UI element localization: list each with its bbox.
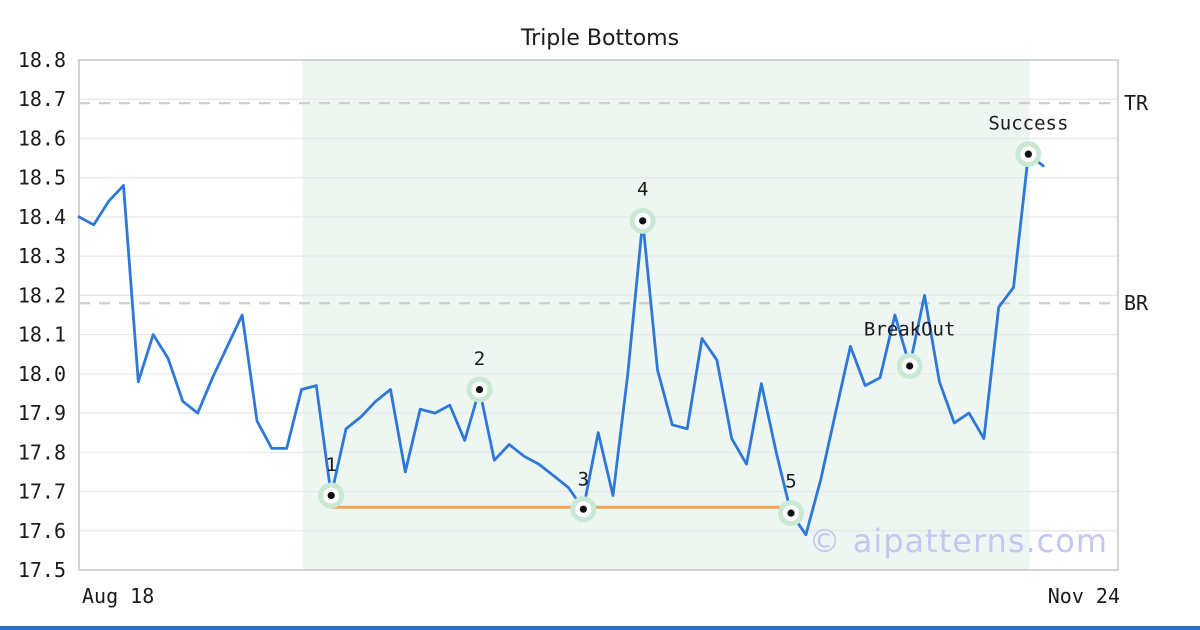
- pattern-zone: [302, 60, 1030, 570]
- level-label-br: BR: [1124, 291, 1149, 315]
- annotation-breakout: BreakOut: [864, 319, 956, 341]
- annotation-3: 3: [578, 469, 589, 491]
- annotation-2: 2: [474, 348, 485, 370]
- y-tick-label: 17.7: [18, 480, 66, 504]
- y-tick-label: 18.2: [18, 283, 66, 307]
- bottom-accent-bar: [0, 626, 1200, 630]
- y-tick-label: 18.1: [18, 323, 66, 347]
- y-tick-label: 17.8: [18, 440, 66, 464]
- y-tick-label: 18.7: [18, 87, 66, 111]
- marker-dot: [1024, 150, 1032, 158]
- annotation-1: 1: [325, 454, 336, 476]
- marker-dot: [327, 491, 335, 500]
- marker-dot: [787, 509, 795, 517]
- marker-dot: [475, 385, 484, 394]
- y-tick-label: 18.8: [18, 48, 66, 72]
- marker-dot: [639, 217, 647, 225]
- annotation-5: 5: [785, 471, 796, 493]
- y-tick-label: 18.6: [18, 126, 66, 150]
- plot-border: [78, 59, 1119, 571]
- y-tick-label: 17.9: [18, 401, 66, 425]
- y-tick-label: 18.0: [18, 362, 66, 386]
- annotation-success: Success: [988, 113, 1068, 135]
- marker-dot: [906, 362, 914, 370]
- chart-title: Triple Bottoms: [520, 26, 680, 51]
- y-tick-label: 18.3: [18, 244, 66, 268]
- level-label-tr: TR: [1124, 91, 1149, 115]
- marker-dot: [579, 505, 587, 513]
- y-tick-label: 18.5: [18, 166, 66, 190]
- price-line: [77, 152, 1045, 537]
- x-tick-label-end: Nov 24: [1048, 584, 1120, 608]
- watermark: © aipatterns.com: [808, 522, 1108, 560]
- y-tick-label: 17.6: [18, 519, 66, 543]
- x-tick-label-start: Aug 18: [82, 584, 154, 608]
- y-tick-label: 17.5: [18, 558, 66, 582]
- y-tick-label: 18.4: [18, 205, 66, 229]
- annotation-4: 4: [637, 178, 648, 200]
